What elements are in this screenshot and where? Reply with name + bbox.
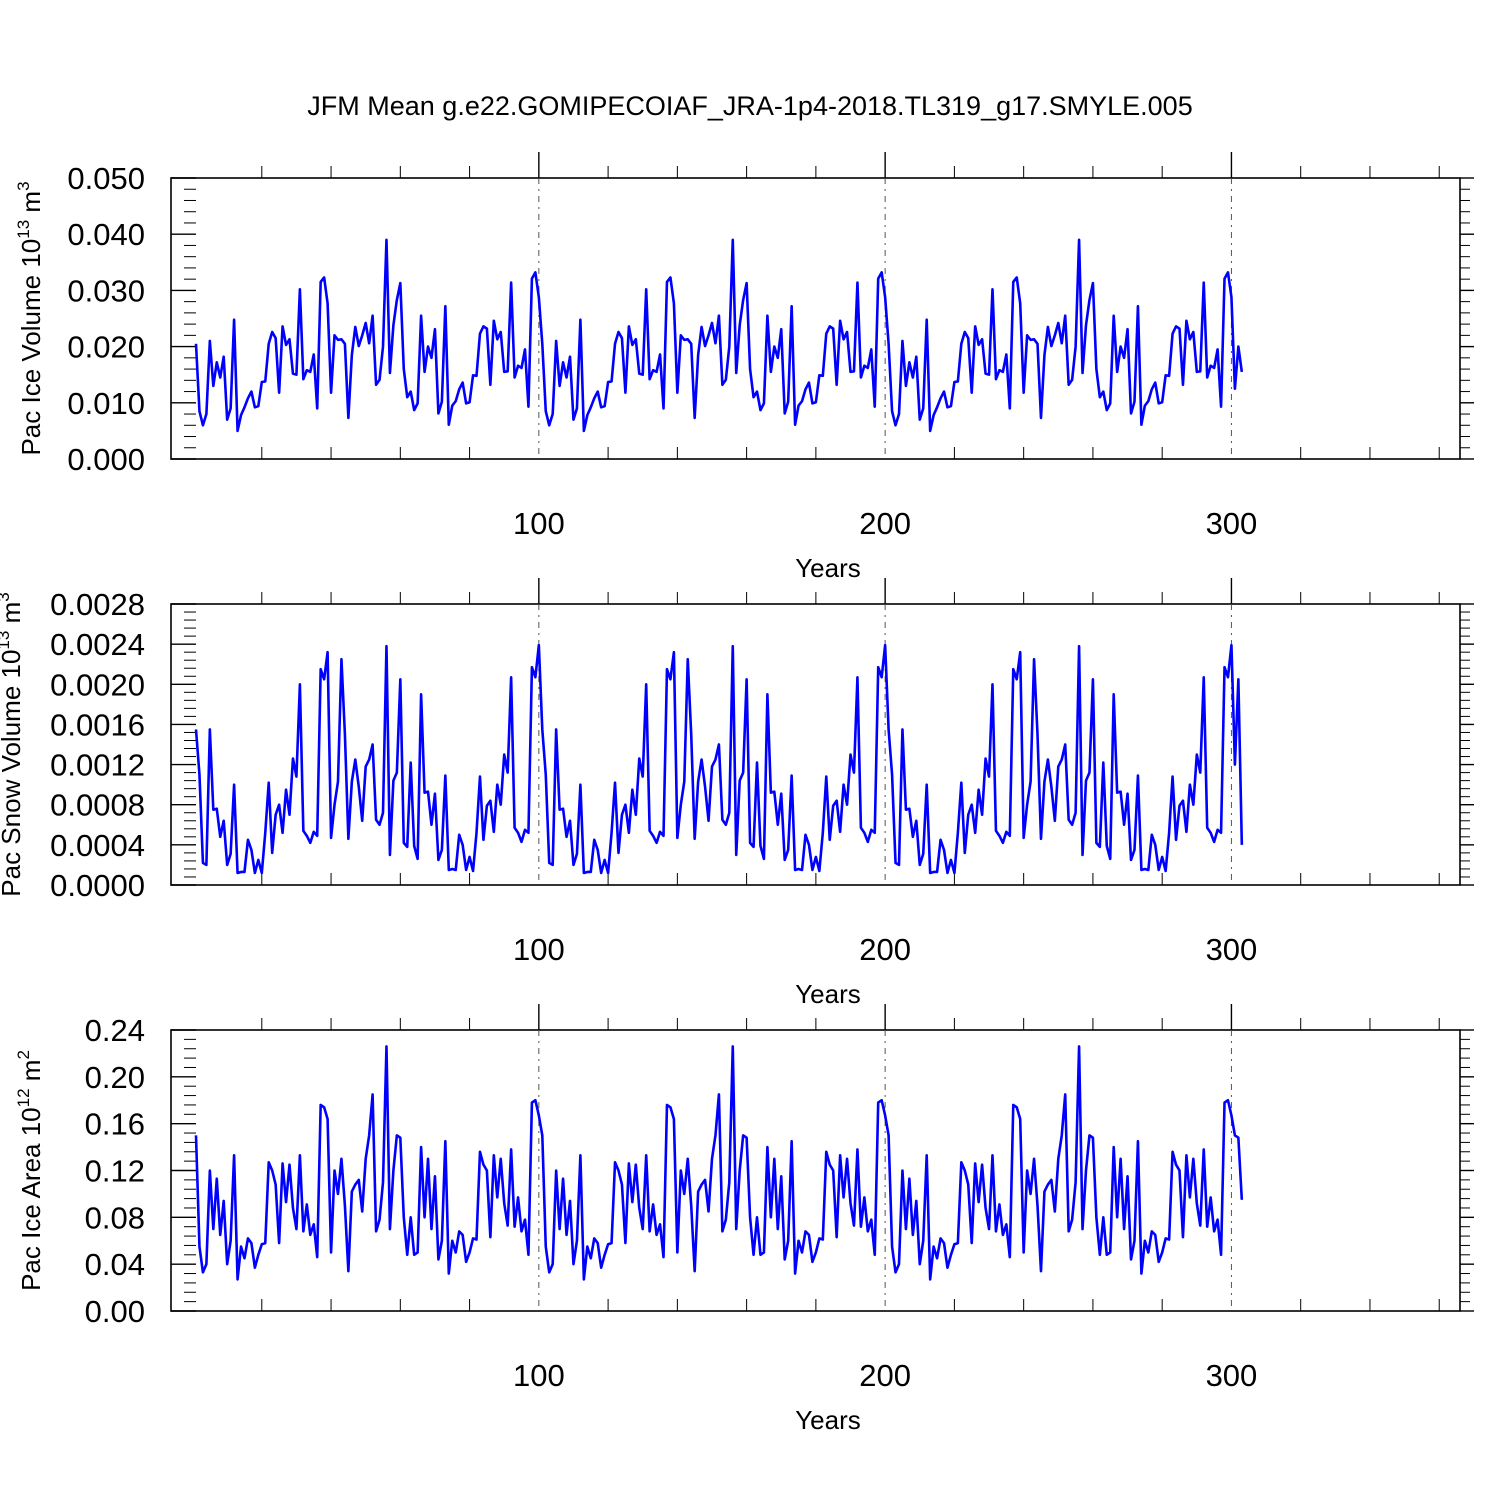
y-axis-label: Pac Ice Volume 1013 m3 [14,181,46,455]
y-tick-label: 0.020 [67,330,145,365]
x-tick-label: 300 [1206,932,1258,967]
y-tick-label: 0.0024 [50,627,145,662]
panel-snow-volume: 100 200 300 Years 0.0000 0.0004 0.0008 0.0012 0.… [0,578,1474,1009]
panel-ice-area: 100 200 300 Years 0.00 0.04 0.08 0.12 0.16 0.20 0.… [14,1004,1474,1435]
y-tick-label: 0.20 [85,1060,145,1095]
x-tick-label: 300 [1206,1358,1258,1393]
series-line [194,238,1244,433]
y-tick-label: 0.0008 [50,788,145,823]
y-tick-label: 0.0012 [50,748,145,783]
panel-ice-volume: 100 200 300 Years 0.000 0.010 0.020 0.030 0.040 0… [14,152,1474,583]
y-tick-label: 0.0000 [50,868,145,903]
y-tick-label: 0.040 [67,217,145,252]
x-tick-label: 100 [513,932,565,967]
x-tick-label: 100 [513,506,565,541]
y-tick-label: 0.00 [85,1294,145,1329]
y-tick-label: 0.0004 [50,828,145,863]
x-axis-label: Years [795,1405,861,1435]
y-tick-label: 0.0020 [50,667,145,702]
y-tick-label: 0.24 [85,1013,145,1048]
y-tick-label: 0.04 [85,1247,145,1282]
plot-frame [170,177,1461,460]
y-tick-label: 0.050 [67,161,145,196]
series-line [194,1045,1244,1281]
y-tick-label: 0.16 [85,1107,145,1142]
x-tick-label: 300 [1206,506,1258,541]
plot-frame [170,603,1461,886]
y-axis-label: Pac Ice Area 1012 m2 [14,1050,46,1291]
x-tick-label: 100 [513,1358,565,1393]
x-tick-label: 200 [859,932,911,967]
y-tick-label: 0.0028 [50,587,145,622]
figure-title: JFM Mean g.e22.GOMIPECOIAF_JRA-1p4-2018.… [307,91,1192,121]
x-axis-label: Years [795,979,861,1009]
series-line [194,643,1244,875]
x-tick-label: 200 [859,506,911,541]
y-tick-label: 0.000 [67,442,145,477]
y-tick-label: 0.0016 [50,707,145,742]
y-tick-label: 0.010 [67,386,145,421]
y-tick-label: 0.08 [85,1200,145,1235]
y-tick-label: 0.030 [67,273,145,308]
y-tick-label: 0.12 [85,1154,145,1189]
x-axis-label: Years [795,553,861,583]
y-axis-label: Pac Snow Volume 1013 m3 [0,592,26,896]
x-tick-label: 200 [859,1358,911,1393]
